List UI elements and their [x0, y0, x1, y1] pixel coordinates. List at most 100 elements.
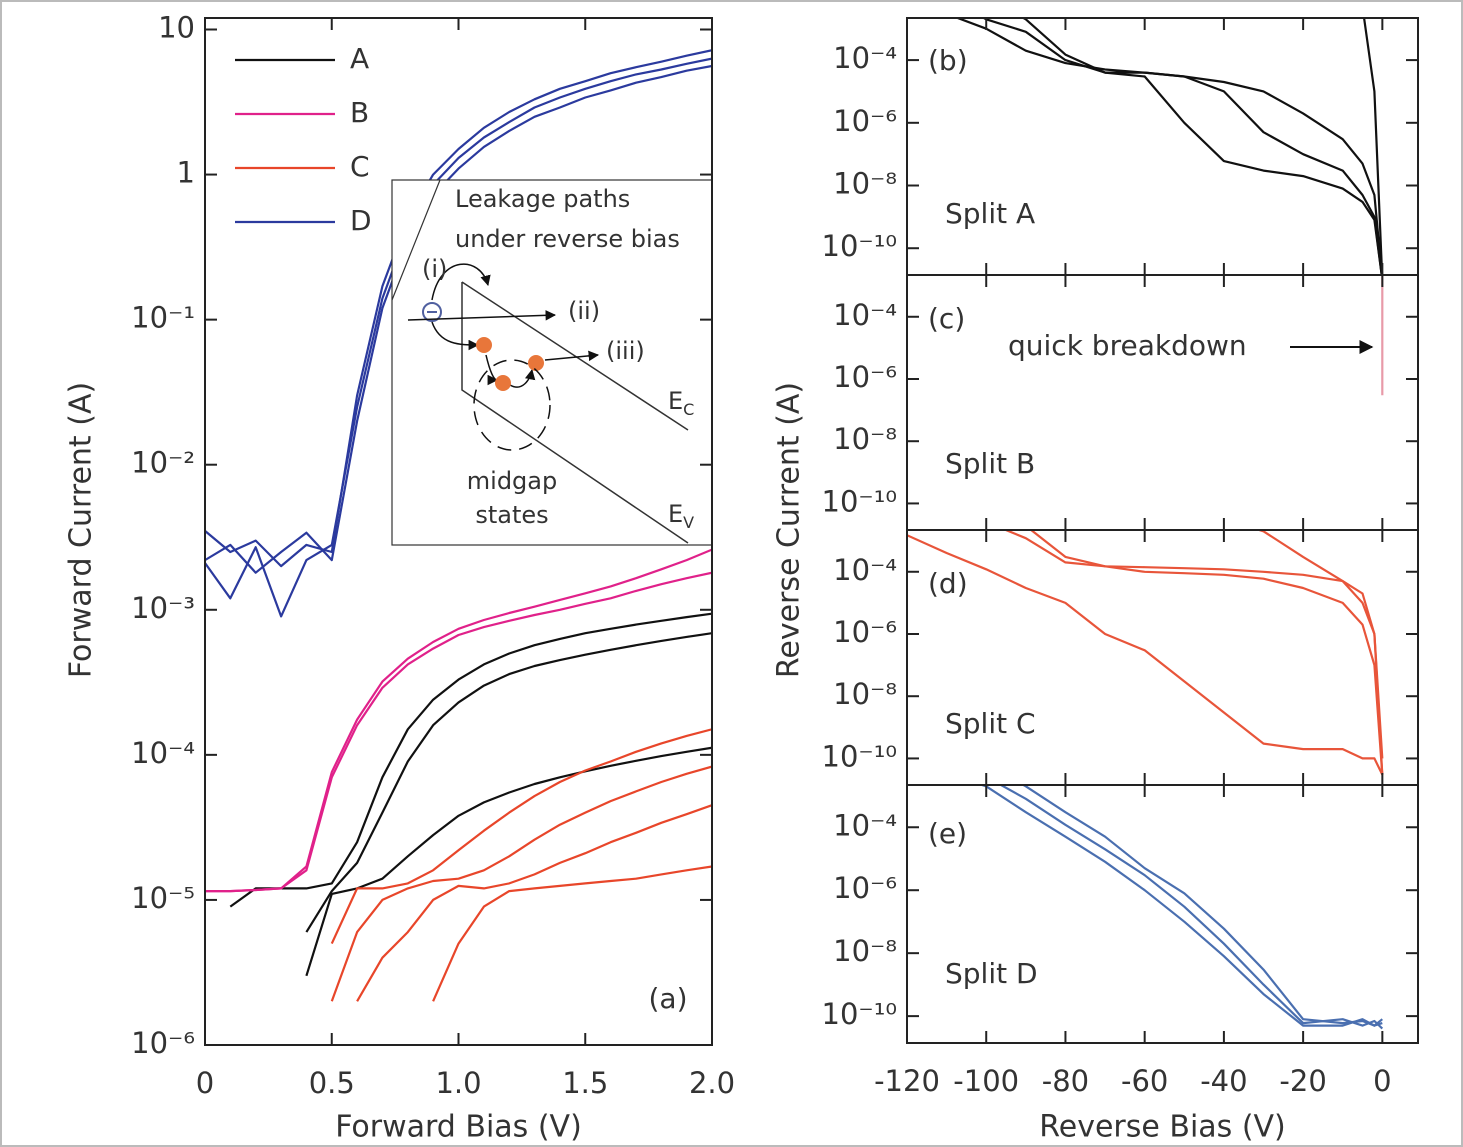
series-line — [954, 18, 1383, 275]
series-line — [907, 534, 1384, 776]
annotation: Split C — [945, 707, 1036, 740]
annotation: (e) — [928, 817, 967, 850]
series-line — [1255, 530, 1384, 759]
legend-label: A — [350, 42, 369, 75]
y-tick-label: 10⁻¹⁰ — [822, 997, 897, 1031]
y-tick-label: 10 — [158, 10, 195, 44]
x-tick-label: 1.5 — [562, 1066, 608, 1100]
series-line — [330, 728, 712, 945]
path-iii-a — [431, 321, 480, 351]
x-axis-label: Reverse Bias (V) — [1039, 1110, 1286, 1145]
axes-frame — [906, 784, 1419, 1044]
series-line — [205, 57, 712, 618]
path-i — [431, 263, 491, 301]
y-tick-label: 10⁻¹⁰ — [822, 484, 897, 518]
x-tick-label: 0 — [1373, 1064, 1391, 1098]
series-line — [229, 612, 712, 908]
axes-frame — [906, 17, 1419, 276]
plot-area — [907, 530, 1384, 776]
annotation: Split A — [945, 197, 1035, 230]
annotation: (d) — [928, 567, 968, 600]
y-tick-label: 10⁻⁸ — [833, 677, 897, 711]
y-tick-label: 10⁻⁴ — [833, 298, 897, 332]
series-line — [305, 632, 712, 933]
series-line — [1021, 18, 1383, 275]
states-label: states — [475, 501, 548, 529]
y-tick-label: 10⁻¹⁰ — [822, 229, 897, 263]
band-label: EC — [668, 387, 694, 419]
x-tick-label: -20 — [1279, 1064, 1326, 1098]
inset-title: under reverse bias — [455, 225, 680, 253]
legend-label: D — [350, 204, 372, 237]
band-label-sub: C — [683, 400, 694, 419]
zoom-line — [391, 179, 441, 301]
x-tick-label: -100 — [953, 1064, 1019, 1098]
x-tick-label: -40 — [1200, 1064, 1247, 1098]
y-tick-label: 10⁻¹⁰ — [822, 739, 897, 773]
legend-label: C — [350, 150, 370, 183]
annotation: (c) — [928, 302, 965, 335]
y-axis-label: Forward Current (A) — [64, 382, 99, 678]
y-tick-label: 10⁻⁶ — [131, 1026, 195, 1060]
path-iii-d — [544, 350, 600, 362]
plot-area — [954, 18, 1384, 275]
y-tick-label: 10⁻⁴ — [833, 808, 897, 842]
band-label-sub: V — [683, 513, 694, 532]
plot-area — [978, 785, 1384, 1030]
series-line — [205, 548, 712, 893]
states-label: midgap — [467, 467, 557, 495]
series-line — [205, 571, 712, 893]
y-tick-label: 1 — [177, 156, 195, 190]
band-label: EV — [668, 500, 694, 532]
inset-box — [391, 179, 713, 546]
series-line — [205, 49, 712, 568]
y-tick-label: 10⁻⁵ — [131, 881, 195, 915]
x-tick-label: 2.0 — [689, 1066, 735, 1100]
series-line — [330, 765, 712, 1002]
inset-title: Leakage paths — [455, 185, 630, 213]
annotation: Split D — [945, 957, 1038, 990]
annotation: Split B — [945, 447, 1035, 480]
band-label-main: E — [668, 500, 683, 528]
x-tick-label: -80 — [1042, 1064, 1089, 1098]
y-tick-label: 10⁻⁴ — [833, 553, 897, 587]
annotation: quick breakdown — [1008, 329, 1247, 362]
annotation: (b) — [928, 44, 968, 77]
series-line — [1021, 785, 1383, 1027]
y-axis-label: Reverse Current (A) — [772, 382, 807, 678]
y-tick-label: 10⁻⁸ — [833, 422, 897, 456]
x-axis-label: Forward Bias (V) — [335, 1110, 582, 1145]
series-line — [998, 785, 1384, 1030]
legend-label: B — [350, 96, 369, 129]
x-tick-label: -120 — [874, 1064, 940, 1098]
midgap-region — [473, 359, 551, 451]
series-line — [432, 865, 712, 1002]
y-tick-label: 10⁻⁴ — [131, 736, 195, 770]
y-tick-label: 10⁻⁸ — [833, 167, 897, 201]
series-line — [1029, 530, 1384, 775]
path-label: (iii) — [606, 337, 645, 365]
axes-frame — [906, 274, 1419, 531]
y-tick-label: 10⁻¹ — [131, 301, 195, 335]
path-iii-c — [509, 368, 536, 388]
x-tick-label: 1.0 — [435, 1066, 481, 1100]
y-tick-label: 10⁻⁶ — [833, 615, 897, 649]
y-tick-label: 10⁻³ — [131, 591, 195, 625]
path-label: (i) — [422, 255, 447, 283]
series-line — [981, 18, 1383, 275]
series-line — [1362, 18, 1384, 275]
y-tick-label: 10⁻² — [131, 446, 195, 480]
series-line — [1002, 530, 1384, 775]
series-line — [356, 804, 712, 1002]
x-tick-label: 0.5 — [309, 1066, 355, 1100]
midgap-state — [495, 375, 511, 391]
plot-area — [205, 49, 712, 1002]
band-label-main: E — [668, 387, 683, 415]
series-line — [305, 746, 712, 977]
series-line — [205, 64, 712, 574]
x-tick-label: -60 — [1121, 1064, 1168, 1098]
inset: Leakage paths under reverse bias (i) (ii… — [391, 179, 713, 546]
y-tick-label: 10⁻⁶ — [833, 871, 897, 905]
